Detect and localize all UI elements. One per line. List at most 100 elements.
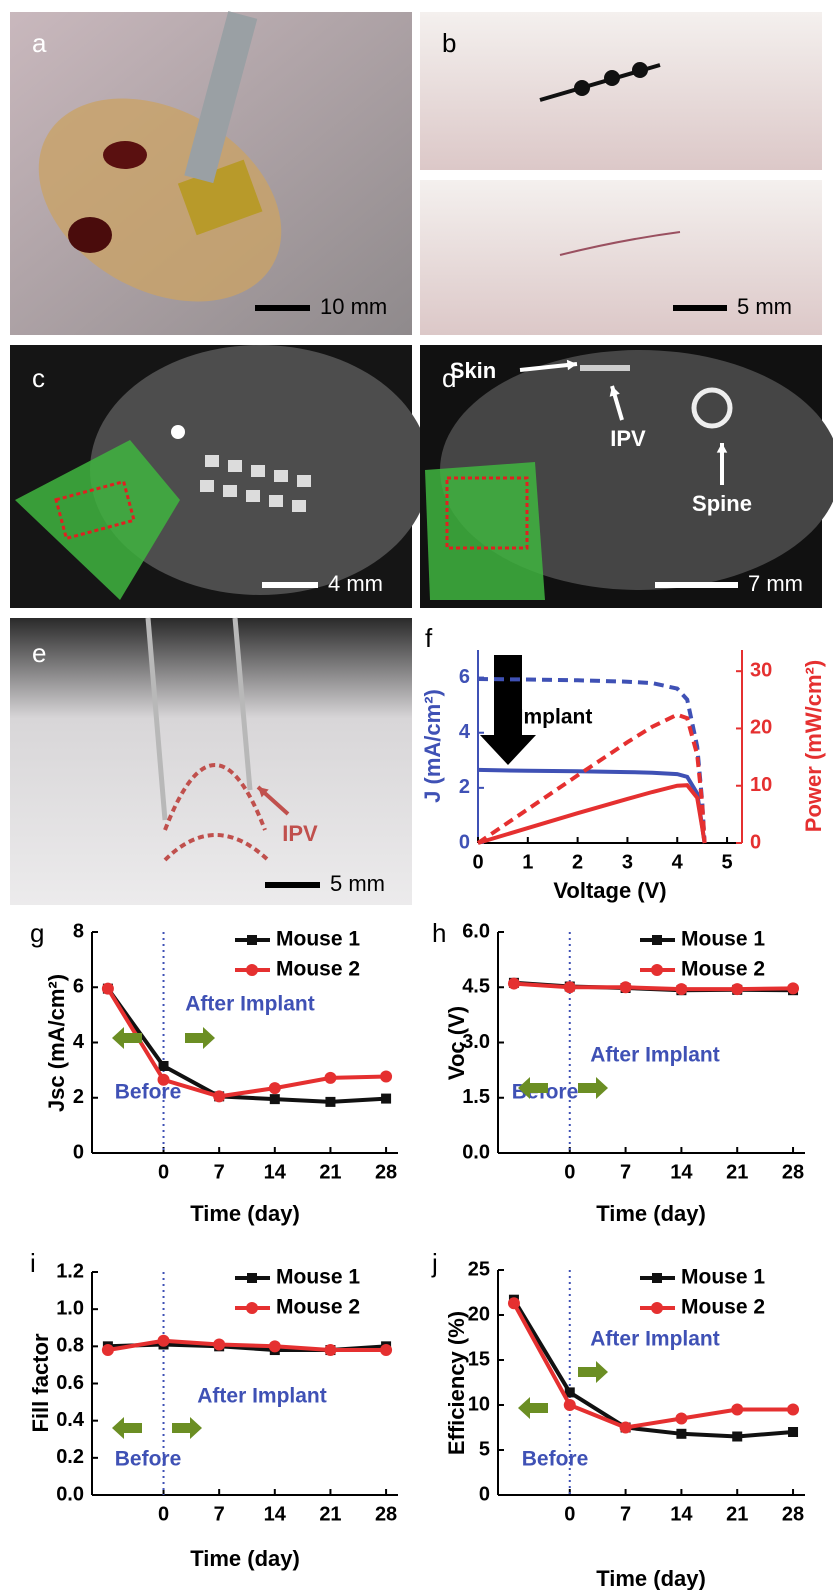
annotation: After Implant — [590, 1044, 720, 1067]
data-point — [508, 1297, 520, 1309]
annotation: Spine — [692, 491, 752, 516]
x-tick-label: 14 — [670, 1161, 693, 1183]
data-point — [380, 1344, 392, 1356]
data-point — [731, 1404, 743, 1416]
x-tick-label: 3 — [622, 851, 633, 873]
legend-label: Mouse 2 — [276, 1296, 360, 1319]
y-tick-label: 1.0 — [56, 1297, 84, 1319]
scale-bar-label: 5 mm — [330, 871, 385, 896]
annotation: Before — [522, 1448, 589, 1471]
x-tick-label: 7 — [620, 1503, 631, 1525]
y-axis-label: Efficiency (%) — [444, 1311, 469, 1455]
y-tick-label: 2 — [459, 776, 470, 798]
data-point — [269, 1082, 281, 1094]
y-tick-label: 25 — [468, 1258, 490, 1280]
y-tick-label: 0.4 — [56, 1409, 85, 1431]
series-line — [514, 984, 793, 990]
annotation: Before — [115, 1448, 182, 1471]
data-point — [159, 1061, 169, 1071]
y-tick-label: 10 — [468, 1393, 490, 1415]
x-tick-label: 1 — [522, 851, 533, 873]
annotation: After Implant — [590, 1328, 720, 1351]
direction-arrow — [578, 1077, 608, 1099]
data-point — [325, 1097, 335, 1107]
annotation: Implant — [518, 706, 593, 729]
data-point — [675, 1413, 687, 1425]
y-tick-label: 1.2 — [56, 1260, 84, 1282]
data-point — [324, 1344, 336, 1356]
annotation: Before — [115, 1081, 182, 1104]
x-tick-label: 0 — [564, 1503, 575, 1525]
legend-label: Mouse 2 — [681, 958, 765, 981]
panel-label: f — [425, 623, 433, 653]
figure: a10 mmb5 mmc4 mmd7 mmSkinIPVSpinee5 mmIP… — [0, 0, 833, 1590]
legend-label: Mouse 1 — [276, 1266, 360, 1289]
x-tick-label: 21 — [726, 1503, 748, 1525]
y-axis-label: Voc (V) — [444, 1006, 469, 1080]
scale-bar-label: 5 mm — [737, 294, 792, 319]
legend-label: Mouse 1 — [681, 1266, 765, 1289]
legend-marker — [652, 1273, 662, 1283]
direction-arrow — [185, 1027, 215, 1049]
y2-axis-label: Power (mW/cm²) — [801, 660, 826, 832]
y-tick-label: 0 — [73, 1141, 84, 1163]
y-tick-label: 0.2 — [56, 1446, 84, 1468]
x-axis-label: Time (day) — [596, 1201, 706, 1226]
data-point — [620, 981, 632, 993]
page: {"panels": [ {"label": "a", "scale_bar":… — [0, 0, 833, 1595]
x-tick-label: 0 — [158, 1161, 169, 1183]
y-tick-label: 4 — [73, 1031, 85, 1053]
data-point — [269, 1340, 281, 1352]
data-point — [213, 1338, 225, 1350]
panel-label: i — [30, 1248, 36, 1278]
x-tick-label: 7 — [620, 1161, 631, 1183]
panel-label: h — [432, 918, 446, 948]
legend-marker — [247, 1273, 257, 1283]
data-point — [158, 1335, 170, 1347]
y2-tick-label: 20 — [750, 717, 772, 739]
y-tick-label: 0.0 — [56, 1483, 84, 1505]
data-point — [620, 1422, 632, 1434]
data-point — [381, 1094, 391, 1104]
series-line — [514, 1300, 793, 1437]
legend-label: Mouse 1 — [681, 928, 765, 951]
data-point — [732, 1432, 742, 1442]
panel-label: e — [32, 638, 46, 668]
x-axis-label: Voltage (V) — [553, 878, 666, 903]
data-point — [676, 1429, 686, 1439]
y-tick-label: 0.0 — [462, 1141, 490, 1163]
annotation: After Implant — [185, 993, 315, 1016]
y-axis-label: J (mA/cm²) — [420, 689, 445, 803]
x-tick-label: 28 — [782, 1161, 804, 1183]
x-tick-label: 7 — [214, 1161, 225, 1183]
y-tick-label: 15 — [468, 1348, 490, 1370]
x-axis-label: Time (day) — [596, 1566, 706, 1590]
scale-bar-label: 7 mm — [748, 571, 803, 596]
legend-marker — [651, 1302, 663, 1314]
y2-tick-label: 10 — [750, 774, 772, 796]
x-axis-label: Time (day) — [190, 1201, 300, 1226]
x-tick-label: 7 — [214, 1503, 225, 1525]
data-point — [787, 982, 799, 994]
x-tick-label: 28 — [782, 1503, 804, 1525]
x-axis-label: Time (day) — [190, 1546, 300, 1571]
y2-tick-label: 0 — [750, 831, 761, 853]
y-tick-label: 4.5 — [462, 976, 490, 998]
y-axis-label: Jsc (mA/cm²) — [44, 974, 69, 1112]
x-tick-label: 21 — [319, 1503, 341, 1525]
x-tick-label: 21 — [319, 1161, 341, 1183]
data-point — [787, 1404, 799, 1416]
data-point — [675, 983, 687, 995]
data-point — [380, 1070, 392, 1082]
legend-marker — [247, 935, 257, 945]
data-point — [213, 1090, 225, 1102]
data-point — [564, 981, 576, 993]
data-point — [324, 1072, 336, 1084]
panel-label: c — [32, 363, 45, 393]
legend-marker — [246, 964, 258, 976]
y-tick-label: 0 — [459, 831, 470, 853]
y-tick-label: 6 — [459, 666, 470, 688]
y-tick-label: 6.0 — [462, 920, 490, 942]
scale-bar-label: 10 mm — [320, 294, 387, 319]
legend-marker — [651, 964, 663, 976]
